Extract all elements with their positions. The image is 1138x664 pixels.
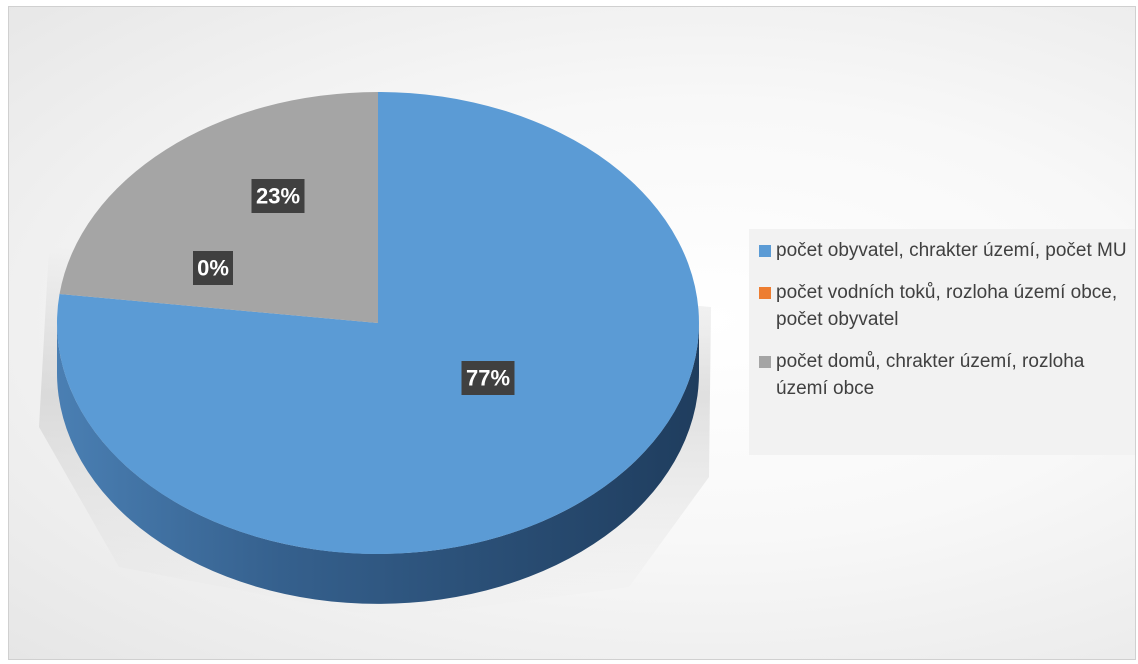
pie-chart: 77% 0% 23% bbox=[39, 92, 711, 619]
data-label-box bbox=[461, 361, 515, 395]
data-label-text: 77% bbox=[466, 366, 510, 391]
legend-item: počet domů, chrakter území, rozloha územ… bbox=[759, 348, 1127, 402]
chart-legend: počet obyvatel, chrakter území, počet MU… bbox=[749, 229, 1135, 455]
pie-slice bbox=[59, 92, 378, 323]
legend-swatch bbox=[759, 245, 771, 257]
pie-slice-side bbox=[57, 323, 699, 604]
data-label-text: 23% bbox=[256, 184, 300, 209]
legend-label: počet obyvatel, chrakter území, počet MU bbox=[776, 240, 1127, 261]
data-label-box bbox=[251, 179, 305, 213]
legend-item: počet vodních toků, rozloha území obce, … bbox=[759, 279, 1127, 333]
legend-item: počet obyvatel, chrakter území, počet MU bbox=[759, 237, 1127, 264]
chart-area: 77% 0% 23% počet obyvatel, chrakter území,… bbox=[8, 6, 1136, 660]
data-label: 23% bbox=[251, 179, 305, 213]
legend-label: počet vodních toků, rozloha území obce, … bbox=[776, 282, 1118, 330]
data-label: 77% bbox=[461, 361, 515, 395]
legend-swatch bbox=[759, 356, 771, 368]
legend-swatch bbox=[759, 287, 771, 299]
data-label-box bbox=[193, 251, 233, 285]
data-label: 0% bbox=[193, 251, 233, 285]
data-label-text: 0% bbox=[197, 256, 229, 281]
pie-slice bbox=[56, 92, 699, 554]
legend-label: počet domů, chrakter území, rozloha územ… bbox=[776, 351, 1085, 399]
